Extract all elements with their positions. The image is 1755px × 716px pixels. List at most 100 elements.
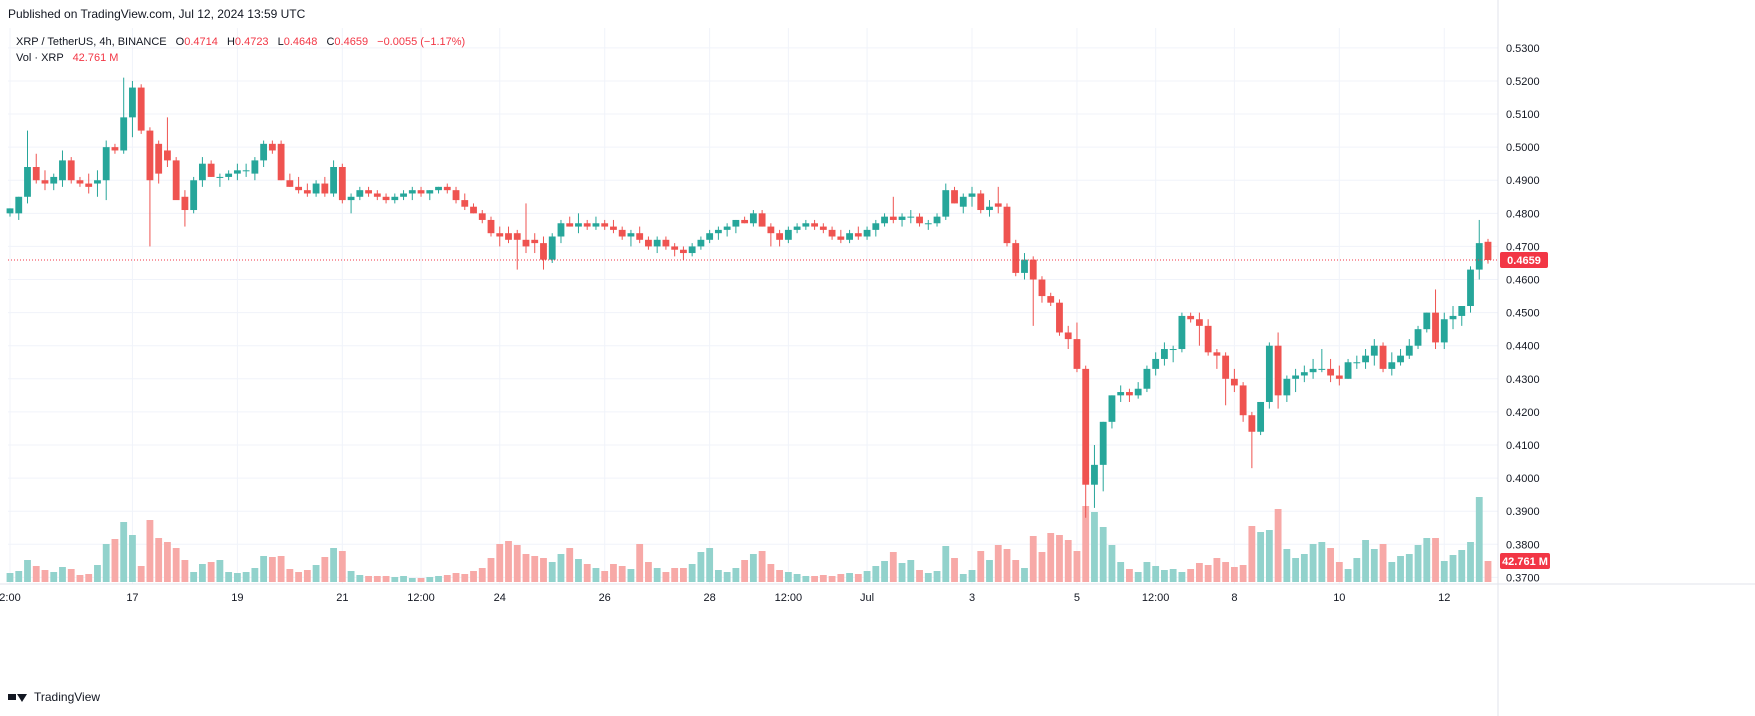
candle-body xyxy=(277,143,285,181)
time-tick-label: 12:00 xyxy=(775,592,803,604)
candle-body xyxy=(776,233,784,240)
candle xyxy=(295,176,303,194)
volume-bar xyxy=(1423,538,1431,582)
candle xyxy=(470,203,477,214)
time-tick-label: 21 xyxy=(336,592,348,604)
candle xyxy=(653,236,661,254)
candle xyxy=(1467,266,1474,313)
candle xyxy=(575,213,582,234)
candle-body xyxy=(1169,349,1177,351)
candle xyxy=(365,186,372,197)
volume-bars xyxy=(6,497,1492,582)
volume-bar xyxy=(216,560,224,582)
volume-bar xyxy=(1248,526,1256,582)
volume-bar xyxy=(6,573,14,582)
time-tick-label: 5 xyxy=(1074,592,1080,604)
candle xyxy=(225,170,233,181)
tradingview-footer[interactable]: TradingView xyxy=(8,690,100,704)
candle xyxy=(1283,375,1291,402)
candle-body xyxy=(645,239,652,247)
volume-bar xyxy=(1021,568,1028,582)
time-tick-label: 8 xyxy=(1231,592,1237,604)
volume-bar xyxy=(1318,542,1326,582)
candle xyxy=(1335,365,1343,386)
volume-bar xyxy=(767,564,775,582)
volume-bar xyxy=(1213,558,1221,582)
volume-bar xyxy=(94,565,101,582)
candle xyxy=(1397,349,1404,366)
candle-body xyxy=(443,186,451,191)
volume-bar xyxy=(356,575,364,582)
volume-bar xyxy=(1187,569,1195,582)
candle xyxy=(198,157,206,187)
candle-body xyxy=(1248,415,1256,432)
candle-body xyxy=(732,219,740,227)
candle-body xyxy=(749,213,757,224)
volume-bar xyxy=(1292,558,1300,582)
candle xyxy=(1449,306,1457,330)
volume-bar xyxy=(1126,569,1133,582)
volume-bar xyxy=(330,548,337,582)
time-tick-label: 17 xyxy=(126,592,138,604)
candle-body xyxy=(408,190,416,194)
volume-bar xyxy=(137,566,145,582)
candle xyxy=(164,117,171,167)
candle xyxy=(303,183,311,197)
candle xyxy=(1126,388,1133,402)
candle xyxy=(741,216,749,224)
candle-body xyxy=(898,216,906,220)
volume-bar xyxy=(863,571,871,582)
candle-body xyxy=(575,223,582,227)
volume-bar xyxy=(365,576,372,582)
candle xyxy=(129,80,136,138)
candle xyxy=(41,170,49,191)
candle xyxy=(907,210,915,224)
candle xyxy=(645,236,652,250)
volume-bar xyxy=(426,577,434,582)
candle-body xyxy=(164,150,171,161)
candle xyxy=(190,176,198,214)
candle-body xyxy=(889,216,897,220)
volume-bar xyxy=(1099,527,1107,582)
volume-bar xyxy=(32,566,40,582)
candle xyxy=(828,226,836,240)
candle xyxy=(531,233,539,254)
candle xyxy=(1309,358,1317,379)
volume-value: 42.761 M xyxy=(72,52,119,64)
candle-body xyxy=(251,160,259,174)
candle-body xyxy=(1056,302,1063,333)
volume-bar xyxy=(1143,562,1151,582)
candle-body xyxy=(688,246,696,254)
candle-body xyxy=(1274,345,1282,396)
candle xyxy=(1440,312,1448,350)
candle xyxy=(881,213,888,227)
candle xyxy=(688,243,696,257)
candle xyxy=(408,186,416,201)
candle xyxy=(1152,352,1160,376)
candle-body xyxy=(338,167,346,201)
candle-body xyxy=(1003,206,1011,244)
candle-body xyxy=(531,239,539,244)
price-tick-label: 0.3900 xyxy=(1506,506,1540,518)
candle-body xyxy=(522,239,530,247)
volume-bar xyxy=(548,562,556,582)
candle-body xyxy=(1064,332,1072,340)
candle xyxy=(417,186,425,197)
candle-body xyxy=(1484,241,1492,260)
candle-body xyxy=(1300,372,1308,376)
candle xyxy=(382,193,390,204)
candle xyxy=(802,219,810,230)
volume-bar xyxy=(679,568,687,582)
volume-bar xyxy=(618,566,626,582)
candle xyxy=(618,226,626,240)
volume-bar xyxy=(714,570,722,582)
volume-bar xyxy=(986,560,993,582)
candle xyxy=(137,84,145,134)
candle xyxy=(793,223,801,234)
candle-body xyxy=(1327,368,1334,376)
candle-body xyxy=(1134,388,1142,396)
candle-body xyxy=(391,196,399,201)
volume-bar xyxy=(1257,532,1265,582)
volume-bar xyxy=(959,574,967,582)
